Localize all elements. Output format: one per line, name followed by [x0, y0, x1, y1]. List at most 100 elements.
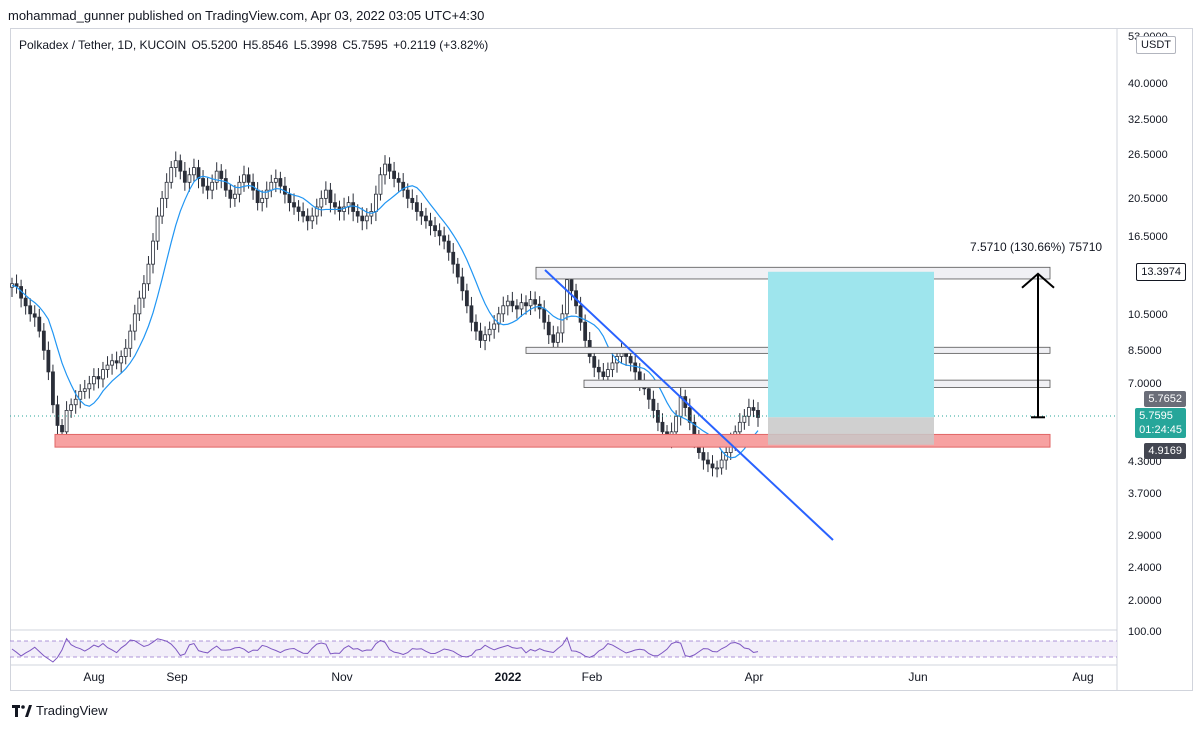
ohlc-close: C5.7595 [342, 38, 388, 52]
candle-body [596, 366, 601, 373]
candle-body [501, 305, 506, 315]
candle-body [378, 174, 383, 195]
candle-body [360, 215, 365, 222]
candle-body [446, 240, 451, 253]
x-tick-label: Nov [331, 670, 352, 684]
candle-body [37, 316, 42, 332]
candle-body [205, 185, 210, 191]
candle-body [542, 308, 547, 323]
candle-body [46, 349, 51, 373]
y-tick-label: 40.0000 [1128, 78, 1168, 90]
x-tick-label: Apr [745, 670, 764, 684]
candle-body [23, 297, 28, 307]
candle-body [674, 415, 679, 433]
candle-body [424, 215, 428, 222]
y-tick-label: 3.7000 [1128, 488, 1162, 500]
candle-body [451, 251, 456, 265]
candle-body [28, 305, 33, 315]
candle-body [123, 347, 128, 357]
y-tick-label: 2.0000 [1128, 595, 1162, 607]
footer-brand-label: TradingView [36, 703, 108, 718]
x-tick-label: 2022 [495, 670, 522, 684]
moving-average-line [11, 175, 759, 459]
candle-body [192, 167, 196, 176]
candle-body [410, 197, 415, 204]
candle-body [405, 189, 410, 199]
price-tag-13: 13.3974 [1136, 263, 1186, 281]
candle-body [278, 178, 283, 187]
candle-body [355, 211, 360, 217]
y-tick-label: 26.5000 [1128, 149, 1168, 161]
candle-body [428, 220, 433, 227]
candle-body [319, 197, 324, 208]
candle-body [510, 300, 515, 307]
candle-body [246, 174, 251, 183]
candle-body [187, 174, 192, 183]
candle-body [110, 360, 114, 366]
candle-body [219, 170, 224, 179]
currency-label[interactable]: USDT [1136, 36, 1176, 54]
candle-body [160, 197, 165, 217]
candle-body [105, 364, 110, 371]
candle-body [633, 362, 638, 373]
candle-body [437, 230, 442, 237]
candle-body [687, 407, 692, 423]
candle-body [69, 404, 74, 411]
candle-body [374, 193, 378, 212]
price-tag-576: 5.7652 [1144, 391, 1186, 407]
candle-body [742, 415, 747, 423]
candle-body [464, 290, 469, 307]
candle-body [182, 170, 187, 183]
candle-body [178, 160, 183, 172]
candle-body [515, 305, 519, 310]
candle-body [287, 193, 292, 204]
candle-body [387, 163, 392, 172]
candle-body [519, 302, 524, 310]
candle-body [583, 321, 588, 341]
measure-arrow-head [1021, 272, 1055, 289]
candle-body [487, 328, 492, 336]
last-price: 5.7595 [1139, 410, 1173, 422]
x-tick-label: Aug [1072, 670, 1093, 684]
candles-group [10, 151, 760, 478]
candle-body [151, 240, 155, 265]
candle-body [146, 263, 151, 285]
candle-body [551, 334, 556, 343]
candle-body [560, 313, 565, 334]
rsi-line [11, 636, 759, 663]
x-tick-label: Aug [83, 670, 104, 684]
candle-body [296, 206, 301, 212]
candle-body [565, 279, 569, 315]
y-tick-label: 32.5000 [1128, 114, 1168, 126]
candle-body [64, 410, 69, 433]
candle-body [528, 299, 533, 307]
ohlc-high: H5.8546 [242, 38, 289, 52]
candle-body [524, 302, 528, 307]
candle-body [87, 383, 92, 390]
tradingview-logo-icon [12, 704, 32, 717]
candle-body [264, 189, 269, 199]
candle-body [201, 178, 205, 187]
candle-body [196, 167, 201, 179]
candle-body [51, 371, 55, 406]
ohlc-low: L5.3998 [293, 38, 338, 52]
candle-body [610, 362, 615, 371]
candle-body [460, 276, 465, 292]
candle-body [328, 189, 333, 204]
candle-body [260, 197, 265, 204]
candle-body [396, 178, 401, 183]
candle-body [228, 189, 233, 199]
candle-body [478, 330, 483, 341]
footer-brand[interactable]: TradingView [12, 703, 108, 718]
candle-body [701, 452, 706, 461]
candle-body [751, 407, 756, 411]
candle-body [137, 297, 142, 315]
candle-body [351, 202, 356, 212]
candle-body [255, 189, 260, 204]
candle-body [474, 321, 478, 332]
rsi-band [10, 641, 1117, 657]
candle-body [78, 390, 83, 400]
candle-body [483, 334, 487, 341]
y-tick-label: 10.5000 [1128, 309, 1168, 321]
